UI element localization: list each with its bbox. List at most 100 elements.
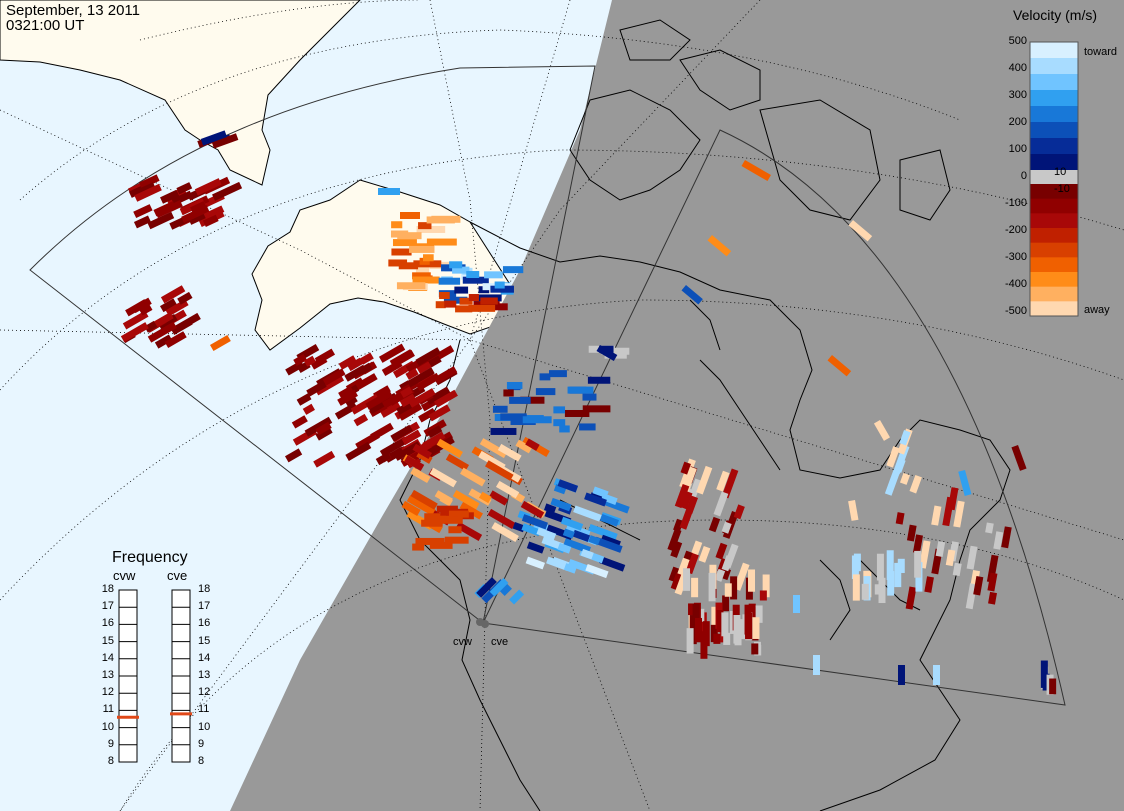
velocity-cell: [898, 665, 905, 685]
velocity-cell: [455, 305, 473, 313]
colorbar-tick-label: -400: [1004, 278, 1027, 290]
velocity-cell: [503, 389, 514, 397]
velocity-cell: [164, 331, 187, 348]
velocity-cell: [852, 574, 860, 601]
velocity-cell: [966, 545, 978, 570]
velocity-cell: [388, 259, 408, 267]
velocity-cell: [713, 491, 729, 517]
velocity-cell: [449, 261, 463, 269]
velocity-cell: [412, 543, 425, 551]
velocity-cell: [721, 468, 739, 499]
velocity-cell: [315, 426, 333, 441]
velocity-cell: [211, 133, 239, 149]
velocity-cell: [674, 483, 690, 509]
velocity-cell: [945, 549, 956, 567]
velocity-cell: [434, 490, 453, 505]
velocity-cell: [601, 493, 618, 505]
velocity-cell: [209, 335, 231, 352]
velocity-cell: [572, 529, 591, 543]
velocity-cell: [416, 225, 446, 233]
velocity-cell: [314, 348, 336, 365]
velocity-cell: [478, 491, 492, 504]
velocity-cell: [905, 586, 917, 610]
velocity-cell: [392, 365, 408, 379]
velocity-cell: [120, 322, 149, 343]
velocity-cell: [359, 362, 373, 375]
velocity-cell: [365, 390, 393, 410]
frequency-scale-label: 12: [101, 686, 114, 699]
velocity-cell: [741, 160, 771, 182]
velocity-cell: [733, 504, 745, 520]
velocity-cell: [848, 500, 859, 521]
velocity-cell: [404, 455, 425, 471]
velocity-cell: [459, 297, 473, 305]
frequency-scale-label: 8: [198, 755, 205, 767]
velocity-cell: [133, 204, 153, 219]
velocity-cell: [434, 366, 458, 384]
velocity-cell: [521, 523, 541, 537]
velocity-cell: [1001, 526, 1012, 549]
velocity-cell: [398, 402, 423, 421]
colorbar-away-label: away: [1084, 304, 1110, 316]
velocity-cell: [567, 386, 594, 394]
frequency-scale-label: 14: [198, 651, 211, 664]
velocity-cell: [598, 556, 626, 572]
velocity-cell: [200, 130, 228, 146]
velocity-cell: [415, 265, 430, 273]
colorbar-tick-label: 0: [1020, 170, 1027, 182]
velocity-cell: [415, 347, 441, 366]
velocity-cell: [379, 436, 408, 458]
velocity-cell: [434, 389, 458, 408]
colorbar-tick-label: -300: [1004, 251, 1027, 263]
colorbar-tick-label: 10: [1054, 166, 1067, 178]
velocity-cell: [429, 541, 453, 549]
velocity-cell: [708, 572, 716, 602]
velocity-cell: [935, 541, 946, 557]
velocity-cell: [509, 589, 525, 605]
velocity-cell: [685, 495, 698, 514]
velocity-cell: [681, 284, 703, 305]
colorbar-swatch: [1030, 257, 1078, 273]
velocity-cell: [138, 174, 160, 189]
velocity-cell: [893, 444, 910, 475]
velocity-cell: [443, 296, 468, 304]
velocity-cell: [721, 612, 729, 637]
velocity-cell: [680, 491, 693, 510]
velocity-cell: [909, 475, 922, 494]
velocity-cell: [480, 297, 498, 305]
velocity-cell: [154, 334, 173, 349]
velocity-cell: [953, 500, 965, 528]
velocity-cell: [452, 266, 470, 274]
velocity-cell: [499, 583, 512, 597]
velocity-cell: [686, 628, 694, 654]
velocity-cell: [594, 536, 623, 553]
velocity-cell: [397, 349, 415, 364]
velocity-cell: [550, 497, 572, 512]
velocity-cell: [398, 262, 419, 270]
velocity-cell: [391, 248, 412, 256]
velocity-cell: [557, 542, 572, 554]
velocity-cell: [986, 554, 999, 583]
velocity-cell: [694, 617, 702, 643]
velocity-cell: [392, 239, 417, 247]
velocity-cell: [914, 550, 922, 578]
velocity-cell: [133, 215, 151, 229]
velocity-cell: [906, 524, 917, 542]
colorbar-swatch: [1030, 138, 1078, 155]
velocity-cell: [436, 438, 463, 459]
velocity-cell: [144, 320, 158, 333]
velocity-cell: [419, 437, 438, 452]
velocity-cell: [375, 452, 392, 466]
frequency-scale-label: 13: [198, 669, 211, 681]
colorbar-swatch: [1030, 122, 1078, 139]
velocity-cell: [918, 540, 931, 569]
velocity-cell: [596, 345, 618, 362]
frequency-scale-label: 12: [198, 686, 211, 699]
frequency-scale-label: 15: [198, 634, 211, 647]
velocity-cell: [429, 467, 457, 488]
velocity-cell: [899, 472, 911, 485]
colorbar-swatch: [1030, 106, 1078, 123]
velocity-cell: [160, 285, 186, 304]
frequency-scale-label: 18: [198, 583, 211, 595]
